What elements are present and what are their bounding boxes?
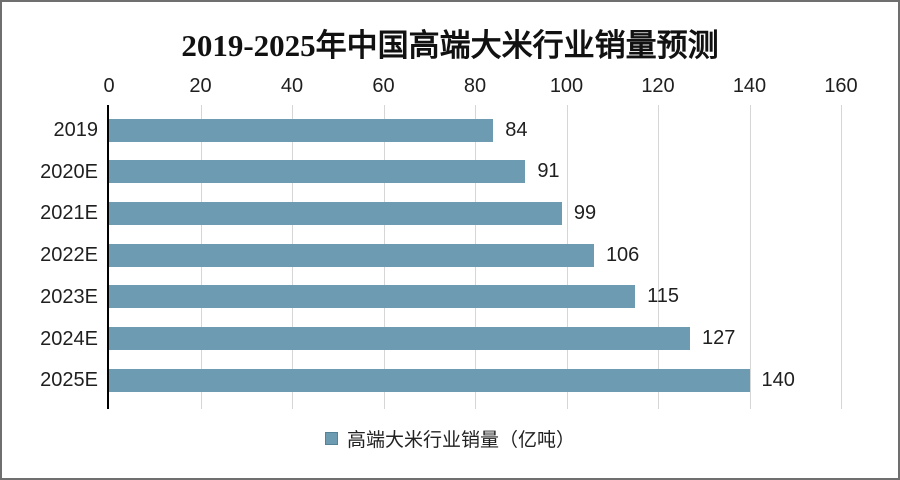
x-tick-label: 60 — [372, 75, 395, 97]
gridline — [658, 105, 659, 409]
bar-value-label: 127 — [702, 327, 736, 349]
category-label: 2019 — [53, 119, 99, 141]
chart-title: 2019-2025年中国高端大米行业销量预测 — [181, 28, 719, 63]
bar-value-label: 140 — [761, 368, 795, 391]
x-tick-label: 0 — [103, 75, 115, 97]
category-label: 2025E — [40, 369, 98, 392]
bar — [109, 285, 636, 309]
bar — [109, 201, 562, 225]
category-label: 2021E — [40, 202, 98, 225]
legend: 高端大米行业销量（亿吨） — [2, 425, 898, 452]
bar-value-label: 99 — [573, 201, 597, 224]
bar — [109, 327, 691, 350]
category-label: 2022E — [40, 244, 98, 267]
x-tick-label: 100 — [549, 75, 584, 97]
category-label: 2023E — [40, 285, 98, 308]
category-label: 2020E — [40, 160, 98, 183]
x-tick-label: 40 — [280, 75, 304, 97]
bar — [109, 243, 594, 267]
legend-label: 高端大米行业销量（亿吨） — [346, 430, 575, 451]
bar — [109, 368, 750, 392]
x-tick-label: 120 — [641, 75, 675, 97]
x-tick-label: 160 — [824, 75, 858, 97]
category-label: 2024E — [40, 327, 98, 350]
x-tick-label: 140 — [732, 75, 767, 97]
gridline — [841, 105, 842, 409]
bar — [109, 160, 526, 184]
y-axis-line — [107, 105, 109, 409]
bar — [109, 118, 494, 142]
bar-value-label: 84 — [505, 118, 528, 141]
x-tick-label: 20 — [189, 75, 212, 97]
bar-value-label: 115 — [647, 285, 680, 308]
x-tick-label: 80 — [463, 75, 487, 97]
gridline — [749, 105, 751, 409]
bar-value-label: 106 — [605, 243, 640, 266]
bar-value-label: 91 — [537, 160, 560, 183]
legend-marker-icon — [324, 432, 338, 445]
